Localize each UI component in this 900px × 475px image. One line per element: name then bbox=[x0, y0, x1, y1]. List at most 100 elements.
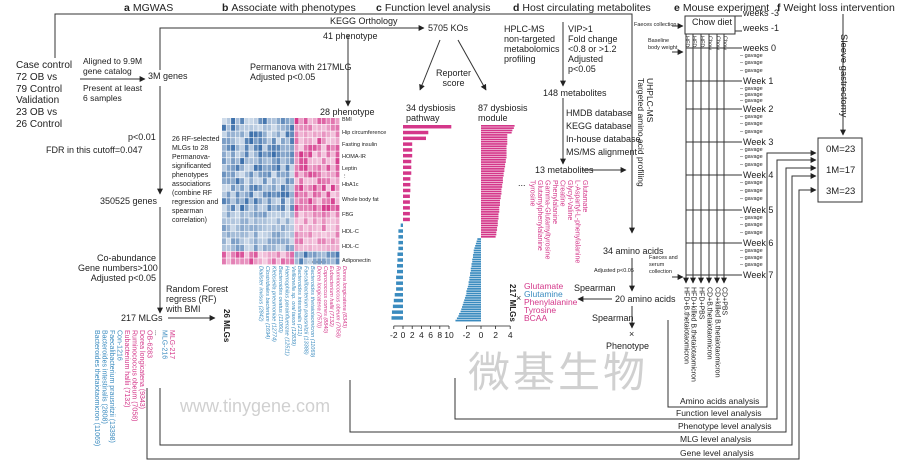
heatmap-cell bbox=[235, 204, 240, 211]
bar bbox=[403, 171, 412, 175]
heatmap-cell bbox=[312, 171, 317, 178]
heatmap-cell bbox=[303, 164, 308, 171]
bar bbox=[468, 281, 481, 283]
heatmap-cell bbox=[308, 191, 313, 198]
heatmap-cell bbox=[303, 258, 308, 265]
gavage-label: – gavage bbox=[740, 128, 763, 135]
heatmap-cell bbox=[281, 178, 285, 185]
heatmap-cell bbox=[235, 171, 240, 178]
heatmap-cell bbox=[253, 244, 258, 252]
heatmap-cell bbox=[258, 244, 263, 252]
bar bbox=[462, 303, 481, 306]
heatmap-cell bbox=[294, 144, 299, 151]
timepoint-1m: 1M=17 bbox=[826, 165, 856, 176]
present-note: Present at least 6 samples bbox=[83, 83, 143, 103]
heatmap-cell bbox=[321, 231, 326, 238]
mlgs-217-vertical: 217 MLGs bbox=[508, 284, 517, 322]
align-note: Aligned to 9.9M gene catalog bbox=[83, 56, 143, 76]
heatmap-cell bbox=[271, 124, 276, 131]
heatmap-cell bbox=[299, 251, 304, 258]
heatmap-cell bbox=[267, 164, 272, 171]
heatmap-cell bbox=[294, 204, 299, 211]
heatmap-cell bbox=[271, 151, 276, 158]
heatmap-cell bbox=[249, 191, 254, 198]
heatmap-cell bbox=[276, 191, 281, 198]
heatmap-cell bbox=[222, 224, 226, 231]
heatmap-cell bbox=[290, 244, 295, 252]
heatmap-cell bbox=[276, 131, 281, 138]
heatmap-cell bbox=[330, 164, 335, 171]
rf-note-line: (combine RF bbox=[172, 190, 213, 197]
heatmap-cell bbox=[262, 258, 267, 265]
bar bbox=[481, 147, 507, 150]
heatmap-cell bbox=[290, 198, 295, 205]
bar bbox=[481, 134, 508, 136]
heatmap-cell bbox=[299, 138, 304, 145]
species-list: Dorea longicatena (8343) Ruminococcus obe… bbox=[257, 266, 347, 357]
heatmap-cell bbox=[330, 171, 335, 178]
heatmap-cell bbox=[271, 144, 276, 151]
heatmap-cell bbox=[276, 204, 281, 211]
heatmap-cell bbox=[330, 118, 335, 125]
heatmap-cell bbox=[317, 198, 322, 205]
criteria-note: VIP>1 Fold change <0.8 or >1.2 Adjusted p<0.… bbox=[568, 24, 618, 74]
heatmap-cell bbox=[299, 178, 304, 185]
heatmap-cell bbox=[294, 131, 299, 138]
metabolite-item: Glutamate bbox=[581, 180, 588, 213]
heatmap-cell bbox=[299, 224, 304, 231]
heatmap-cell bbox=[258, 124, 263, 131]
heatmap-cell bbox=[290, 184, 295, 191]
heatmap-cell bbox=[222, 158, 226, 165]
chow-diet-box bbox=[684, 15, 736, 35]
heatmap-cell bbox=[290, 211, 295, 218]
heatmap-cell bbox=[267, 184, 272, 191]
heatmap-cell bbox=[231, 211, 236, 218]
heatmap-cell bbox=[226, 224, 231, 231]
heatmap-cell bbox=[321, 118, 326, 125]
hplc-note: HPLC-MS non-targeted metabolomics profiling bbox=[504, 24, 560, 64]
phenotype-row-label: Fasting insulin bbox=[342, 142, 378, 148]
heatmap-cell bbox=[308, 164, 313, 171]
heatmap-cell bbox=[222, 244, 226, 252]
metabolite-item: Tyrosine bbox=[528, 180, 536, 207]
heatmap-cell bbox=[249, 244, 254, 252]
bar bbox=[397, 252, 403, 256]
metabolite-item: L-Aspartyl-L-phenylalanine bbox=[573, 180, 581, 264]
heatmap-cell bbox=[294, 258, 299, 265]
mlg-list: MLG-217 MLG-216... OB-6283 Dorea longicaten… bbox=[93, 330, 175, 447]
species-item: Dialister invisus (2842) bbox=[257, 266, 264, 322]
heatmap-cell bbox=[244, 158, 249, 165]
heatmap-cell bbox=[299, 118, 304, 125]
heatmap-cell bbox=[303, 231, 308, 238]
bar bbox=[403, 206, 410, 210]
heatmap-cell bbox=[226, 191, 231, 198]
bar bbox=[464, 299, 481, 302]
heatmap-cell bbox=[321, 138, 326, 145]
heatmap-cell bbox=[267, 118, 272, 125]
heatmap-cell bbox=[276, 258, 281, 265]
heatmap-cell bbox=[231, 144, 236, 151]
bar bbox=[469, 278, 481, 281]
heatmap-cell bbox=[308, 231, 313, 238]
mlg-list-item: Bacteroides thetaiotaomicron (11069) bbox=[93, 330, 100, 447]
heatmap-cell bbox=[244, 171, 249, 178]
heatmap-cell bbox=[276, 184, 281, 191]
heatmap-cell bbox=[276, 164, 281, 171]
heatmap-cell bbox=[262, 238, 267, 245]
x-tick-label: 0 bbox=[478, 330, 484, 340]
heatmap-cell bbox=[226, 124, 231, 131]
x-tick-label: -2 bbox=[462, 330, 471, 340]
amino-acid-item: Tyrosine bbox=[524, 305, 557, 315]
heatmap-cell bbox=[267, 224, 272, 231]
heatmap-cell bbox=[321, 171, 326, 178]
mlg-list-item: Eubacterium hallii (7132) bbox=[123, 330, 130, 408]
heatmap-cell bbox=[290, 178, 295, 185]
heatmap-cell bbox=[326, 218, 331, 225]
heatmap-cell bbox=[326, 131, 331, 138]
heatmap-cell bbox=[303, 191, 308, 198]
gavage-label: – gavage bbox=[740, 214, 763, 221]
heatmap-cell bbox=[244, 178, 249, 185]
heatmap-cell bbox=[294, 251, 299, 258]
gavage-label: – gavage bbox=[740, 229, 763, 236]
